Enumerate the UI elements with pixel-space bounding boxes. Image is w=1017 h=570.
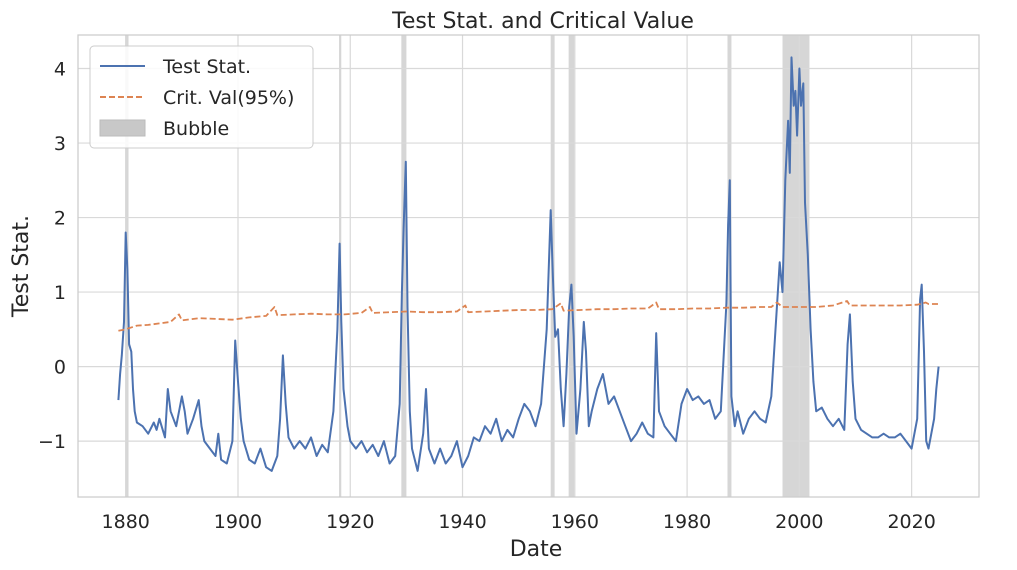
legend-label-crit_val: Crit. Val(95%) — [163, 87, 294, 109]
legend-label-bubble: Bubble — [163, 118, 229, 140]
x-tick-label: 2020 — [887, 511, 935, 533]
y-axis-ticks: −1 0 1 2 3 4 — [38, 59, 66, 454]
legend: Test Stat. Crit. Val(95%) Bubble — [89, 45, 314, 149]
x-tick-label: 2000 — [775, 511, 823, 533]
legend-swatch-bubble — [99, 119, 146, 137]
x-tick-label: 1900 — [214, 511, 262, 533]
x-tick-label: 1880 — [102, 511, 150, 533]
legend-box — [89, 45, 314, 149]
y-tick-label: −1 — [38, 431, 66, 453]
bubble-region — [401, 35, 407, 497]
x-tick-label: 1960 — [551, 511, 599, 533]
y-tick-label: 1 — [54, 282, 66, 304]
x-tick-label: 1940 — [438, 511, 486, 533]
bubble-region — [568, 35, 575, 497]
series-line-crit_val — [118, 300, 939, 332]
y-tick-label: 3 — [54, 133, 66, 155]
series-line-test_stat — [117, 56, 940, 472]
x-axis-label: Date — [510, 537, 563, 562]
y-tick-label: 2 — [54, 208, 66, 230]
chart-title: Test Stat. and Critical Value — [391, 9, 694, 34]
series-lines — [117, 56, 940, 472]
x-axis-ticks: 1880 1900 1920 1940 1960 1980 2000 2020 — [102, 511, 936, 533]
y-axis-label: Test Stat. — [9, 215, 34, 318]
y-tick-label: 4 — [54, 59, 66, 81]
plot-frame — [77, 34, 980, 498]
y-tick-label: 0 — [54, 357, 66, 379]
legend-label-test_stat: Test Stat. — [162, 56, 251, 78]
x-tick-label: 1980 — [663, 511, 711, 533]
x-tick-label: 1920 — [326, 511, 374, 533]
